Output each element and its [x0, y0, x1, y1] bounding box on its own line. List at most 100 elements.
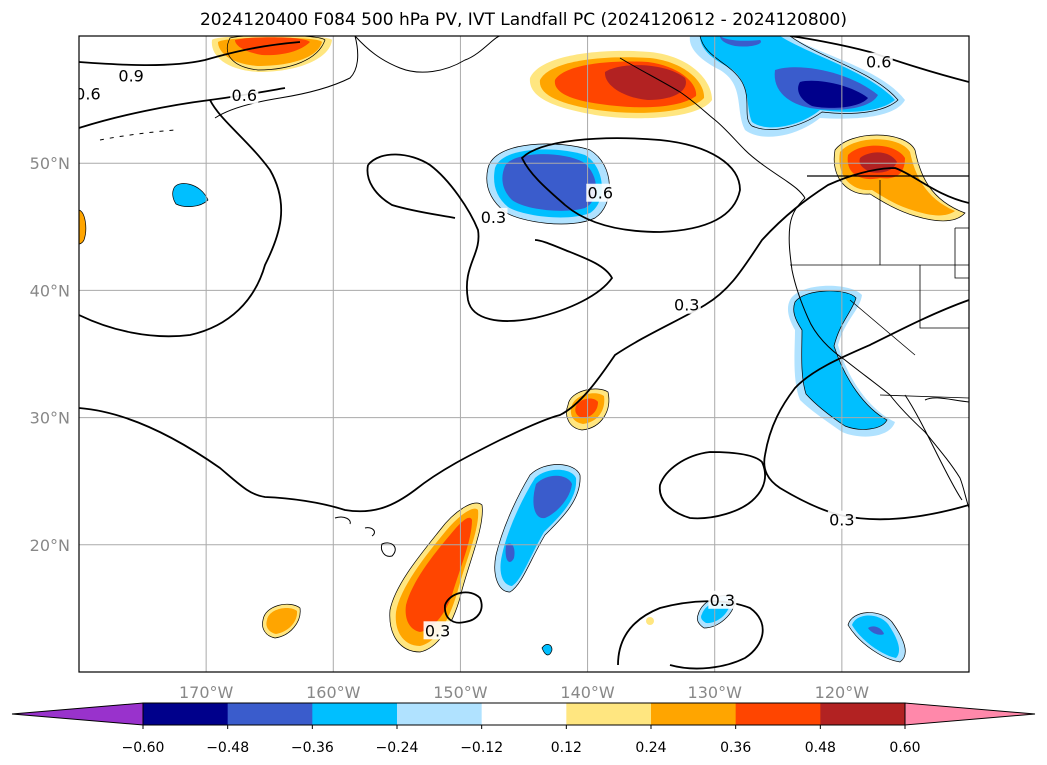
coast-hawaii-big	[381, 542, 396, 557]
contour-label: 0.6	[232, 86, 257, 105]
gridlines	[79, 36, 969, 672]
border-nevada	[919, 265, 969, 329]
coastlines	[99, 36, 969, 557]
lat-tick-label: 50°N	[30, 154, 70, 173]
contour-label-bg	[423, 621, 452, 640]
colorbar-tick-label: 0.24	[635, 740, 666, 756]
contour-0.6-nw	[79, 87, 286, 129]
colorbar-swatch	[566, 703, 652, 725]
political-borders	[790, 175, 969, 399]
lon-tick-label: 130°W	[688, 683, 743, 702]
anomaly-positive-gulf-alaska	[529, 50, 712, 119]
contour-label-bg	[708, 590, 737, 609]
contour-0.6-ne	[789, 36, 969, 83]
contour-label: 0.3	[425, 621, 450, 640]
colorbar-extend-min	[11, 702, 144, 726]
anomaly-positive-west-hawaii	[262, 603, 301, 639]
anomaly-layer	[79, 36, 966, 663]
colorbar-swatch	[227, 703, 313, 725]
colorbar-tick-label: 0.60	[889, 740, 920, 756]
lon-tick-labels: 170°W 160°W 150°W 140°W 130°W 120°W	[179, 683, 869, 702]
contour-label: 0.6	[75, 85, 100, 104]
anomaly-positive-hawaii	[389, 502, 483, 653]
border-us-mexico	[879, 394, 969, 399]
lon-tick-label: 170°W	[179, 683, 234, 702]
coast-hawaii-1	[334, 516, 351, 525]
colorbar-tick-label: 0.36	[720, 740, 751, 756]
map-area: 0.9 0.6 0.6 0.6 0.6 0.3 0.3 0.3 0.3 0.3	[75, 36, 969, 672]
contour-label: 0.3	[829, 511, 854, 530]
contour-label-bg	[864, 52, 893, 71]
map-frame	[78, 35, 970, 673]
border-misc	[954, 227, 969, 279]
contour-labels: 0.9 0.6 0.6 0.6 0.6 0.3 0.3 0.3 0.3 0.3	[75, 52, 893, 640]
anomaly-positive-bering	[211, 36, 332, 72]
coast-alaska-south	[354, 36, 501, 73]
anomaly-negative-bc	[689, 36, 905, 137]
colorbar-swatch	[312, 703, 398, 725]
anomaly-negative-tiny	[541, 644, 553, 656]
lat-tick-label: 20°N	[30, 536, 70, 555]
colorbar-tick-label: −0.60	[122, 740, 165, 756]
lon-tick-label: 120°W	[815, 683, 870, 702]
contour-label: 0.9	[118, 67, 143, 86]
colorbar-extend-max	[904, 702, 1036, 726]
contour-0.3-hawaii	[444, 591, 483, 624]
lon-tick-label: 160°W	[306, 683, 361, 702]
anomaly-negative-117w	[847, 612, 906, 663]
colorbar-swatch	[820, 703, 906, 725]
contour-0.3-south	[617, 600, 764, 670]
colorbar: −0.60 −0.48 −0.36 −0.24 −0.12 0.12 0.24 0.36 0.4…	[11, 702, 1036, 756]
colorbar-swatch	[481, 703, 567, 725]
coast-hawaii-2	[364, 527, 375, 537]
contour-0.3-main	[79, 167, 969, 513]
colorbar-tick-label: −0.48	[206, 740, 249, 756]
contour-label-bg	[479, 207, 508, 226]
contour-label-bg	[79, 84, 102, 103]
anomaly-negative-subtropical	[494, 464, 581, 593]
colorbar-swatch	[735, 703, 821, 725]
contour-label-bg	[672, 295, 701, 314]
contour-label-bg	[230, 85, 259, 104]
contour-0.3-west-loop	[79, 99, 283, 338]
contour-label: 0.3	[710, 591, 735, 610]
border-ca-nv	[849, 299, 916, 356]
colorbar-tick-label: 0.48	[805, 740, 836, 756]
colorbar-tick-label: −0.12	[460, 740, 503, 756]
colorbar-tick-label: 0.12	[551, 740, 582, 756]
colorbar-swatch	[143, 703, 229, 725]
contour-label-bg	[827, 510, 856, 529]
lat-tick-label: 40°N	[30, 281, 70, 300]
anomaly-negative-central-pacific	[486, 143, 610, 225]
coast-alaska-peninsula	[214, 36, 359, 119]
coast-bc	[619, 57, 806, 199]
colorbar-swatch	[397, 703, 483, 725]
anomaly-negative-171w	[172, 183, 209, 207]
contour-0.3-loop-southeast	[658, 451, 766, 520]
lat-tick-labels: 20°N 30°N 40°N 50°N	[30, 154, 70, 555]
colorbar-tick-label: −0.24	[376, 740, 419, 756]
chart-title: 2024120400 F084 500 hPa PV, IVT Landfall…	[199, 10, 847, 30]
contour-label: 0.6	[588, 184, 613, 203]
anomaly-positive-tiny	[646, 617, 654, 625]
colorbar-tick-label: −0.36	[291, 740, 334, 756]
coast-gulf-california	[924, 397, 969, 403]
coast-baja	[904, 394, 963, 501]
anomaly-positive-dateline	[79, 209, 87, 245]
lon-tick-label: 140°W	[560, 683, 615, 702]
contour-0.6-central	[520, 137, 741, 233]
contour-0.9	[79, 41, 301, 67]
contour-label: 0.3	[674, 296, 699, 315]
anomaly-positive-washington	[833, 134, 966, 222]
contour-label-bg	[117, 66, 146, 85]
colorbar-swatch	[651, 703, 737, 725]
contour-label: 0.6	[866, 53, 891, 72]
contour-0.3-central	[367, 153, 614, 322]
contour-label: 0.3	[481, 208, 506, 227]
colorbar-frame	[142, 702, 906, 726]
contour-0.3-central-top	[366, 164, 456, 219]
lat-tick-label: 30°N	[30, 409, 70, 428]
contour-label-bg	[586, 183, 615, 202]
lon-tick-label: 150°W	[433, 683, 488, 702]
